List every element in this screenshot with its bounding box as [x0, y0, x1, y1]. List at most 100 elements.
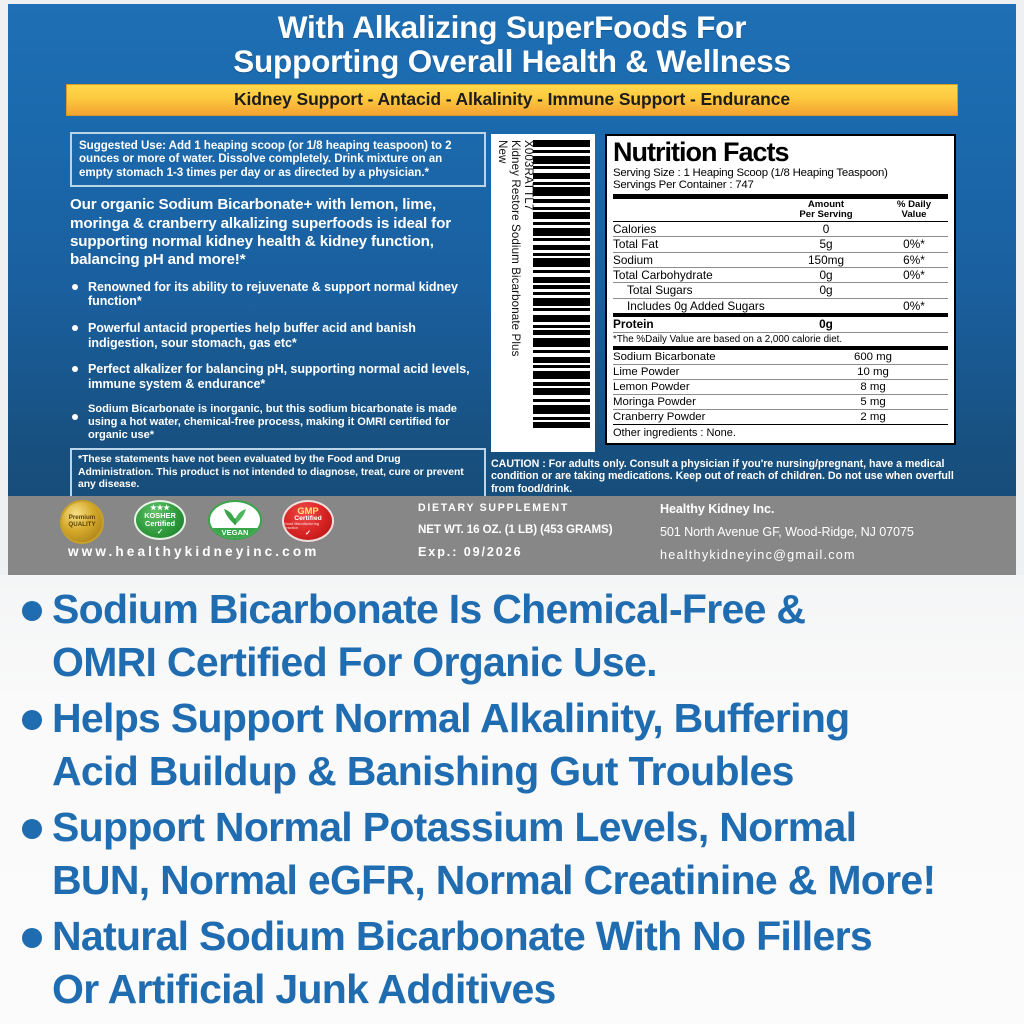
nutrition-row-dv: 0%* [903, 237, 925, 252]
nutrition-row: Sodium 150mg 6%* [613, 253, 948, 267]
kosher-stars-icon: ★★★ [150, 503, 170, 512]
benefit-bullet-1-text: Renowned for its ability to rejuvenate &… [88, 279, 458, 309]
ingredient-row: Moringa Powder 5 mg [613, 395, 948, 409]
barcode-asin: X003RATTL7 [522, 140, 535, 211]
ingredient-amount: 8 mg [860, 380, 886, 393]
certification-badges: Premium QUALITY ★★★ KOSHER Certified ✓ [60, 500, 334, 544]
divider [613, 236, 948, 238]
nutrition-row-name: Total Fat [613, 237, 659, 252]
vegan-label: VEGAN [210, 528, 260, 538]
divider [613, 220, 948, 222]
ingredient-amount: 10 mg [857, 365, 889, 378]
quality-seal-line1: Premium [68, 514, 96, 522]
marketing-claims-list: Sodium Bicarbonate Is Chemical-Free & OM… [0, 575, 1024, 1024]
expiration-date: Exp.: 09/2026 [418, 545, 523, 559]
nutrition-row: Includes 0g Added Sugars 0%* [613, 299, 948, 313]
gmp-check-icon: ✓ [305, 529, 311, 537]
claim-3-line-2: BUN, Normal eGFR, Normal Creatinine & Mo… [52, 857, 936, 903]
other-ingredients: Other ingredients : None. [613, 426, 736, 439]
bullet-dot-icon [22, 710, 42, 730]
claim-2-line-1: Helps Support Normal Alkalinity, Bufferi… [52, 695, 850, 741]
gmp-line2: Certified [294, 514, 322, 522]
barcode-new-label: New [496, 140, 509, 164]
nutrition-row: Total Fat 5g 0%* [613, 237, 948, 251]
protein-amount: 0g [819, 317, 833, 332]
bullet-dot-icon [72, 283, 78, 290]
premium-quality-seal-icon: Premium QUALITY [60, 500, 104, 544]
kosher-check-icon: ✓ [156, 527, 164, 536]
benefits-tagline: Kidney Support - Antacid - Alkalinity - … [66, 84, 958, 116]
divider [613, 282, 948, 284]
nutrition-facts-title: Nutrition Facts [613, 137, 790, 167]
nutrition-row-dv: 6%* [903, 252, 925, 267]
company-address: 501 North Avenue GF, Wood-Ridge, NJ 0707… [660, 525, 914, 539]
ingredient-amount: 600 mg [854, 350, 892, 363]
vegan-seal-icon: VEGAN [208, 500, 262, 540]
ingredient-amount: 5 mg [860, 395, 886, 408]
benefit-bullet-4-text: Sodium Bicarbonate is inorganic, but thi… [88, 403, 457, 442]
divider [613, 267, 948, 269]
divider [613, 251, 948, 253]
product-label-panel: With Alkalizing SuperFoods For Supportin… [8, 4, 1016, 575]
kosher-line2: Certified [145, 519, 175, 528]
company-email[interactable]: healthykidneyinc@gmail.com [660, 548, 856, 562]
servings-per-container: Servings Per Container : 747 [613, 179, 754, 192]
footer-company-info: Healthy Kidney Inc. 501 North Avenue GF,… [660, 502, 914, 562]
divider [613, 345, 948, 350]
quality-seal-line2: QUALITY [68, 521, 96, 528]
claim-item-1: Sodium Bicarbonate Is Chemical-Free & OM… [10, 583, 1016, 689]
gmp-line1: GMP [297, 504, 319, 516]
label-columns: Suggested Use: Add 1 heaping scoop (or 1… [8, 132, 1016, 500]
kosher-certified-seal: ★★★ KOSHER Certified ✓ [134, 500, 186, 542]
nutrition-row-name: Total Carbohydrate [613, 268, 713, 283]
protein-name: Protein [613, 317, 654, 332]
bullet-dot-icon [72, 414, 78, 421]
divider [613, 408, 948, 410]
vegan-seal: VEGAN [208, 500, 262, 542]
daily-value-header: % Daily Value [880, 198, 948, 220]
nutrition-row-name: Includes 0g Added Sugars [627, 298, 765, 313]
nutrition-row-name: Sodium [613, 252, 653, 267]
nutrition-facts-panel: Nutrition Facts Serving Size : 1 Heaping… [605, 134, 956, 445]
ingredient-name: Cranberry Powder [613, 410, 706, 423]
amount-per-serving-header: Amount Per Serving [772, 198, 880, 220]
nutrition-row-dv: 0%* [903, 268, 925, 283]
dv-header-line1: % Daily [896, 198, 932, 210]
gmp-line3: Good Manufacturing Practice [284, 521, 320, 530]
nutrition-row-amount: 5g [819, 237, 833, 252]
amount-header-line1: Amount [807, 198, 845, 210]
claim-1-line-2: OMRI Certified For Organic Use. [52, 639, 657, 685]
benefit-bullet-2: Powerful antacid properties help buffer … [70, 321, 486, 350]
bullet-dot-icon [22, 819, 42, 839]
ingredient-row: Sodium Bicarbonate 600 mg [613, 350, 948, 364]
claim-item-4: Natural Sodium Bicarbonate With No Fille… [10, 910, 1016, 1016]
serving-size: Serving Size : 1 Heaping Scoop (1/8 Heap… [613, 167, 888, 179]
kosher-line1: KOSHER [144, 511, 176, 520]
bullet-dot-icon [22, 601, 42, 621]
tagline-wrap: Kidney Support - Antacid - Alkalinity - … [8, 78, 1016, 116]
protein-row: Protein 0g [613, 317, 948, 331]
amount-header-line2: Per Serving [799, 208, 853, 220]
divider [613, 313, 948, 318]
divider [613, 363, 948, 365]
nutrition-row-amount: 0g [819, 283, 833, 298]
divider [613, 378, 948, 380]
benefit-bullet-2-text: Powerful antacid properties help buffer … [88, 321, 416, 350]
ingredient-name: Lemon Powder [613, 380, 690, 393]
nutrition-row: Total Sugars 0g [613, 283, 948, 298]
claim-4-line-1: Natural Sodium Bicarbonate With No Fille… [52, 913, 873, 959]
label-left-column: Suggested Use: Add 1 heaping scoop (or 1… [70, 132, 486, 499]
bullet-dot-icon [72, 366, 78, 373]
claim-4-line-2: Or Artificial Junk Additives [52, 966, 556, 1012]
benefit-bullet-3: Perfect alkalizer for balancing pH, supp… [70, 362, 486, 391]
website-url[interactable]: www.healthykidneyinc.com [68, 544, 320, 559]
label-blue-body: With Alkalizing SuperFoods For Supportin… [8, 4, 1016, 575]
barcode-card: New Kidney Restore Sodium Bicarbonate Pl… [491, 134, 595, 452]
claim-2-line-2: Acid Buildup & Banishing Gut Troubles [52, 748, 794, 794]
ingredient-name: Moringa Powder [613, 395, 696, 408]
ingredient-row: Lime Powder 10 mg [613, 365, 948, 379]
dv-header-line2: Value [901, 208, 927, 220]
premium-quality-seal: Premium QUALITY [60, 500, 106, 544]
label-footer: Premium QUALITY ★★★ KOSHER Certified ✓ [8, 496, 1016, 575]
